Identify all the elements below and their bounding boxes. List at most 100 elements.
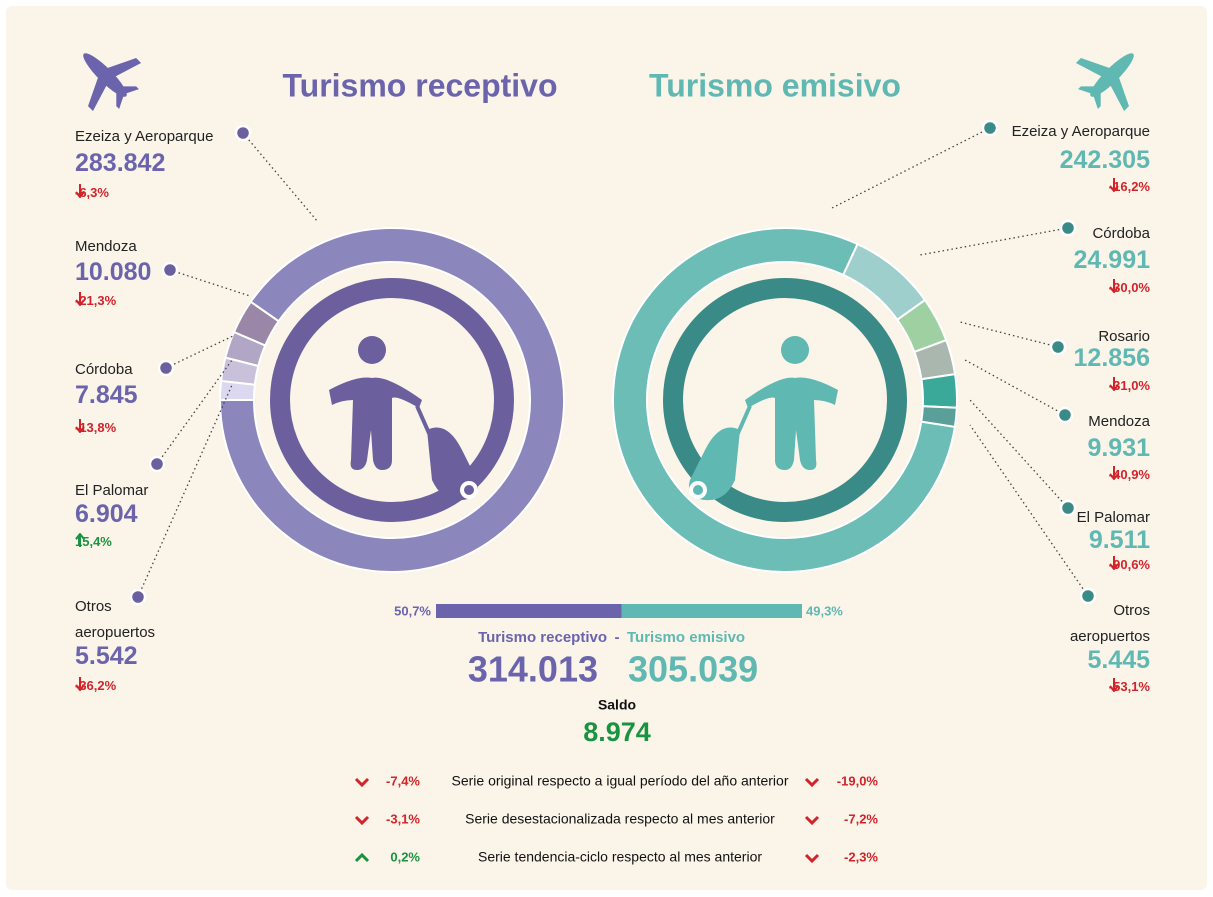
category-label: Ezeiza y Aeroparque bbox=[75, 128, 214, 145]
share-bar bbox=[436, 604, 622, 618]
body bbox=[745, 377, 838, 470]
change-label: -6,3% bbox=[75, 185, 109, 200]
change: -30,0% bbox=[1109, 279, 1150, 297]
trend-label: Serie original respecto a igual período … bbox=[452, 773, 789, 789]
traveler-icon bbox=[329, 336, 478, 501]
category-label: Rosario bbox=[1098, 328, 1150, 345]
category-label: Ezeiza y Aeroparque bbox=[1011, 123, 1150, 140]
category-label: El Palomar bbox=[1076, 509, 1150, 526]
change-label: -36,2% bbox=[75, 678, 117, 693]
leader-line bbox=[242, 132, 319, 223]
value-label: 9.511 bbox=[1088, 526, 1150, 554]
separator: - bbox=[615, 629, 620, 646]
leader-line bbox=[156, 359, 233, 465]
change-arrow bbox=[75, 419, 85, 433]
trend-value: -3,1% bbox=[386, 811, 420, 826]
total: 305.039 bbox=[628, 649, 758, 690]
change-arrow bbox=[75, 677, 85, 691]
wheel-hub bbox=[464, 485, 474, 495]
change-label: -53,1% bbox=[1108, 679, 1150, 694]
trend-value: -7,4% bbox=[386, 773, 420, 788]
balance-value: 8.974 bbox=[583, 717, 651, 747]
label-dot bbox=[161, 261, 179, 279]
head bbox=[358, 336, 386, 364]
change-label: -90,6% bbox=[1108, 557, 1150, 572]
body bbox=[329, 377, 422, 470]
category-label: Otros aeropuertos bbox=[75, 598, 156, 641]
value-label: 9.931 bbox=[1087, 434, 1150, 462]
change-arrow bbox=[75, 533, 85, 547]
trend-chevron bbox=[804, 853, 820, 864]
legend-name: Turismo emisivo bbox=[627, 629, 745, 646]
trend-value: -7,2% bbox=[844, 811, 878, 826]
change: -31,0% bbox=[1109, 377, 1150, 395]
legend-name: Turismo receptivo bbox=[478, 629, 607, 646]
leader-line bbox=[165, 334, 236, 369]
leader-line bbox=[969, 399, 1069, 509]
leader-line bbox=[959, 321, 1059, 348]
plane-icon bbox=[1075, 53, 1134, 112]
label-dot bbox=[234, 124, 252, 142]
value-label: 242.305 bbox=[1059, 146, 1150, 174]
value-label: 12.856 bbox=[1073, 344, 1150, 372]
plane-icon bbox=[83, 53, 142, 112]
category-label: Otros aeropuertos bbox=[1069, 602, 1150, 645]
category-label: Córdoba bbox=[1092, 225, 1150, 242]
change: -90,6% bbox=[1109, 556, 1150, 574]
change-arrow bbox=[1109, 678, 1119, 692]
balance-label: Saldo bbox=[598, 697, 636, 713]
trend-chevron bbox=[354, 852, 370, 863]
share-bar bbox=[621, 604, 802, 618]
category-label: Mendoza bbox=[75, 238, 137, 255]
value-label: 7.845 bbox=[75, 381, 138, 409]
trend-chevron bbox=[354, 777, 370, 788]
change: -21,3% bbox=[75, 292, 116, 310]
inner-ring bbox=[270, 278, 514, 522]
change: -6,3% bbox=[75, 184, 109, 202]
label-dot bbox=[157, 359, 175, 377]
donut-segment bbox=[218, 227, 565, 573]
traveler-icon bbox=[689, 336, 838, 501]
label-dot bbox=[1049, 338, 1067, 356]
trend-chevron bbox=[804, 777, 820, 788]
change-label: -31,0% bbox=[1108, 378, 1150, 393]
label-dot bbox=[129, 588, 147, 606]
value-label: 6.904 bbox=[75, 500, 138, 528]
change-label: -30,0% bbox=[1108, 280, 1150, 295]
change: -13,8% bbox=[75, 419, 116, 437]
trend-chevron bbox=[354, 815, 370, 826]
trend-value: -19,0% bbox=[837, 773, 879, 788]
share-label: 49,3% bbox=[806, 603, 843, 618]
change-label: -13,8% bbox=[75, 420, 117, 435]
label-dot bbox=[981, 119, 999, 137]
change-label: -40,9% bbox=[1108, 467, 1150, 482]
value-label: 5.445 bbox=[1087, 646, 1150, 674]
donut-segment bbox=[232, 300, 281, 347]
trend-label: Serie desestacionalizada respecto al mes… bbox=[465, 811, 775, 827]
change-label: -21,3% bbox=[75, 293, 117, 308]
donut-segment bbox=[920, 405, 958, 429]
donut-segment bbox=[219, 356, 260, 386]
change-arrow bbox=[1109, 466, 1119, 480]
category-label: El Palomar bbox=[75, 482, 149, 499]
change-arrow bbox=[75, 292, 85, 306]
change-arrow bbox=[1109, 377, 1119, 391]
total: 314.013 bbox=[468, 649, 598, 690]
trend-value: 0,2% bbox=[390, 849, 420, 864]
donut-segment bbox=[920, 372, 958, 409]
value-label: 10.080 bbox=[75, 258, 152, 286]
change-arrow bbox=[75, 184, 85, 198]
change-arrow bbox=[1109, 279, 1119, 293]
change: -53,1% bbox=[1109, 678, 1150, 696]
card bbox=[6, 6, 1207, 890]
change-arrow bbox=[1109, 556, 1119, 570]
value-label: 283.842 bbox=[75, 149, 166, 177]
wheel-hub bbox=[693, 485, 703, 495]
label-dot bbox=[1059, 499, 1077, 517]
value-label: 24.991 bbox=[1073, 246, 1150, 274]
label-dot bbox=[148, 455, 166, 473]
donut-segment bbox=[218, 379, 256, 401]
label-dot bbox=[1056, 406, 1074, 424]
